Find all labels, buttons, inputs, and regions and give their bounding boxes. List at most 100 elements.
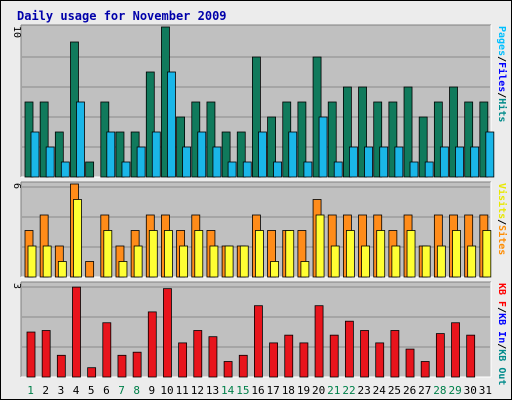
bar-hits xyxy=(403,86,413,178)
bar-hits xyxy=(297,101,307,178)
x-tick-label: 16 xyxy=(251,384,264,397)
bar-hits xyxy=(433,101,443,178)
x-tick-label: 5 xyxy=(88,384,95,397)
bar-pages xyxy=(76,101,85,178)
bar-kb-f xyxy=(117,354,127,378)
bar-pages xyxy=(151,131,161,178)
bar-pages xyxy=(394,146,404,178)
bar-pages xyxy=(485,131,495,178)
bar-visits xyxy=(73,199,82,278)
bar-pages xyxy=(167,71,176,178)
bar-visits xyxy=(452,230,461,278)
bar-kb-f xyxy=(208,336,218,378)
x-tick-label: 13 xyxy=(206,384,219,397)
bar-pages xyxy=(121,161,131,178)
bar-hits xyxy=(85,161,95,178)
bar-kb-f xyxy=(132,351,142,378)
panel-legend: Visits/Sites xyxy=(496,183,508,255)
bar-kb-f xyxy=(405,348,415,378)
chart-title: Daily usage for November 2009 xyxy=(17,9,227,23)
bar-visits xyxy=(239,245,249,278)
bar-kb-f xyxy=(314,305,324,378)
legend-entry: KB Out xyxy=(496,349,507,385)
x-tick-label: 14 xyxy=(221,384,235,397)
bar-hits xyxy=(327,101,337,178)
bar-hits xyxy=(418,116,428,178)
x-tick-label: 25 xyxy=(388,384,401,397)
bar-pages xyxy=(258,131,267,178)
bar-visits xyxy=(345,230,355,278)
x-tick-label: 11 xyxy=(176,384,189,397)
bar-kb-f xyxy=(254,305,263,378)
legend-entry: Visits xyxy=(496,183,508,219)
legend-entry: Files xyxy=(496,62,508,92)
bar-kb-f xyxy=(238,354,248,378)
bar-visits xyxy=(270,261,279,278)
bar-visits xyxy=(164,230,173,278)
x-tick-label: 27 xyxy=(418,384,431,397)
bar-visits xyxy=(57,261,67,278)
x-tick-label: 9 xyxy=(149,384,156,397)
bar-pages xyxy=(455,146,464,178)
legend-entry: Pages xyxy=(496,26,507,56)
bar-hits xyxy=(221,131,231,178)
bar-pages xyxy=(424,161,434,178)
bar-hits xyxy=(267,116,276,178)
x-tick-label: 26 xyxy=(403,384,416,397)
bar-visits xyxy=(330,245,340,278)
bar-visits xyxy=(467,245,477,278)
x-tick-label: 7 xyxy=(118,384,125,397)
bar-kb-f xyxy=(451,322,460,378)
bar-pages xyxy=(333,161,343,178)
x-tick-label: 18 xyxy=(282,384,295,397)
bar-pages xyxy=(30,131,40,178)
bar-pages xyxy=(470,146,480,178)
bar-kb-f xyxy=(26,331,36,378)
bar-visits xyxy=(103,230,113,278)
x-tick-label: 23 xyxy=(358,384,371,397)
bar-hits xyxy=(115,131,125,178)
bar-kb-f xyxy=(284,334,294,378)
bar-pages xyxy=(197,131,207,178)
bar-hits xyxy=(39,101,49,178)
bar-pages xyxy=(212,146,222,178)
legend-entry: Hits xyxy=(496,98,508,122)
bar-pages xyxy=(60,161,70,178)
legend-entry: / xyxy=(496,219,507,225)
bar-pages xyxy=(288,131,298,178)
legend-entry: / xyxy=(496,343,507,349)
bar-kb-f xyxy=(72,286,81,378)
bar-visits xyxy=(224,245,234,278)
bar-kb-f xyxy=(163,288,172,378)
bar-kb-f xyxy=(390,330,400,378)
bar-visits xyxy=(179,245,189,278)
x-tick-label: 6 xyxy=(103,384,110,397)
bar-hits xyxy=(206,101,216,178)
bar-hits xyxy=(464,101,474,178)
bar-pages xyxy=(227,161,237,178)
legend-entry: / xyxy=(496,92,507,98)
x-tick-label: 31 xyxy=(479,384,492,397)
x-tick-label: 15 xyxy=(236,384,249,397)
x-tick-label: 17 xyxy=(267,384,280,397)
bar-hits xyxy=(252,56,261,178)
panel-legend: Pages/Files/Hits xyxy=(496,26,508,122)
x-tick-label: 21 xyxy=(327,384,340,397)
bar-pages xyxy=(106,131,116,178)
legend-entry: / xyxy=(496,56,507,62)
bar-hits xyxy=(358,86,367,178)
bar-kb-f xyxy=(56,354,66,378)
legend-entry: KB In xyxy=(496,313,507,343)
bar-pages xyxy=(303,161,313,178)
bar-pages xyxy=(242,161,252,178)
bar-visits xyxy=(285,230,295,278)
bar-visits xyxy=(361,245,370,278)
bar-visits xyxy=(118,261,128,278)
y-max-label: 6 xyxy=(11,183,22,189)
bar-kb-f xyxy=(41,330,51,378)
bar-kb-f xyxy=(87,367,97,378)
bar-pages xyxy=(348,146,358,178)
y-max-label: 3 xyxy=(11,283,22,289)
bar-visits xyxy=(482,230,492,278)
